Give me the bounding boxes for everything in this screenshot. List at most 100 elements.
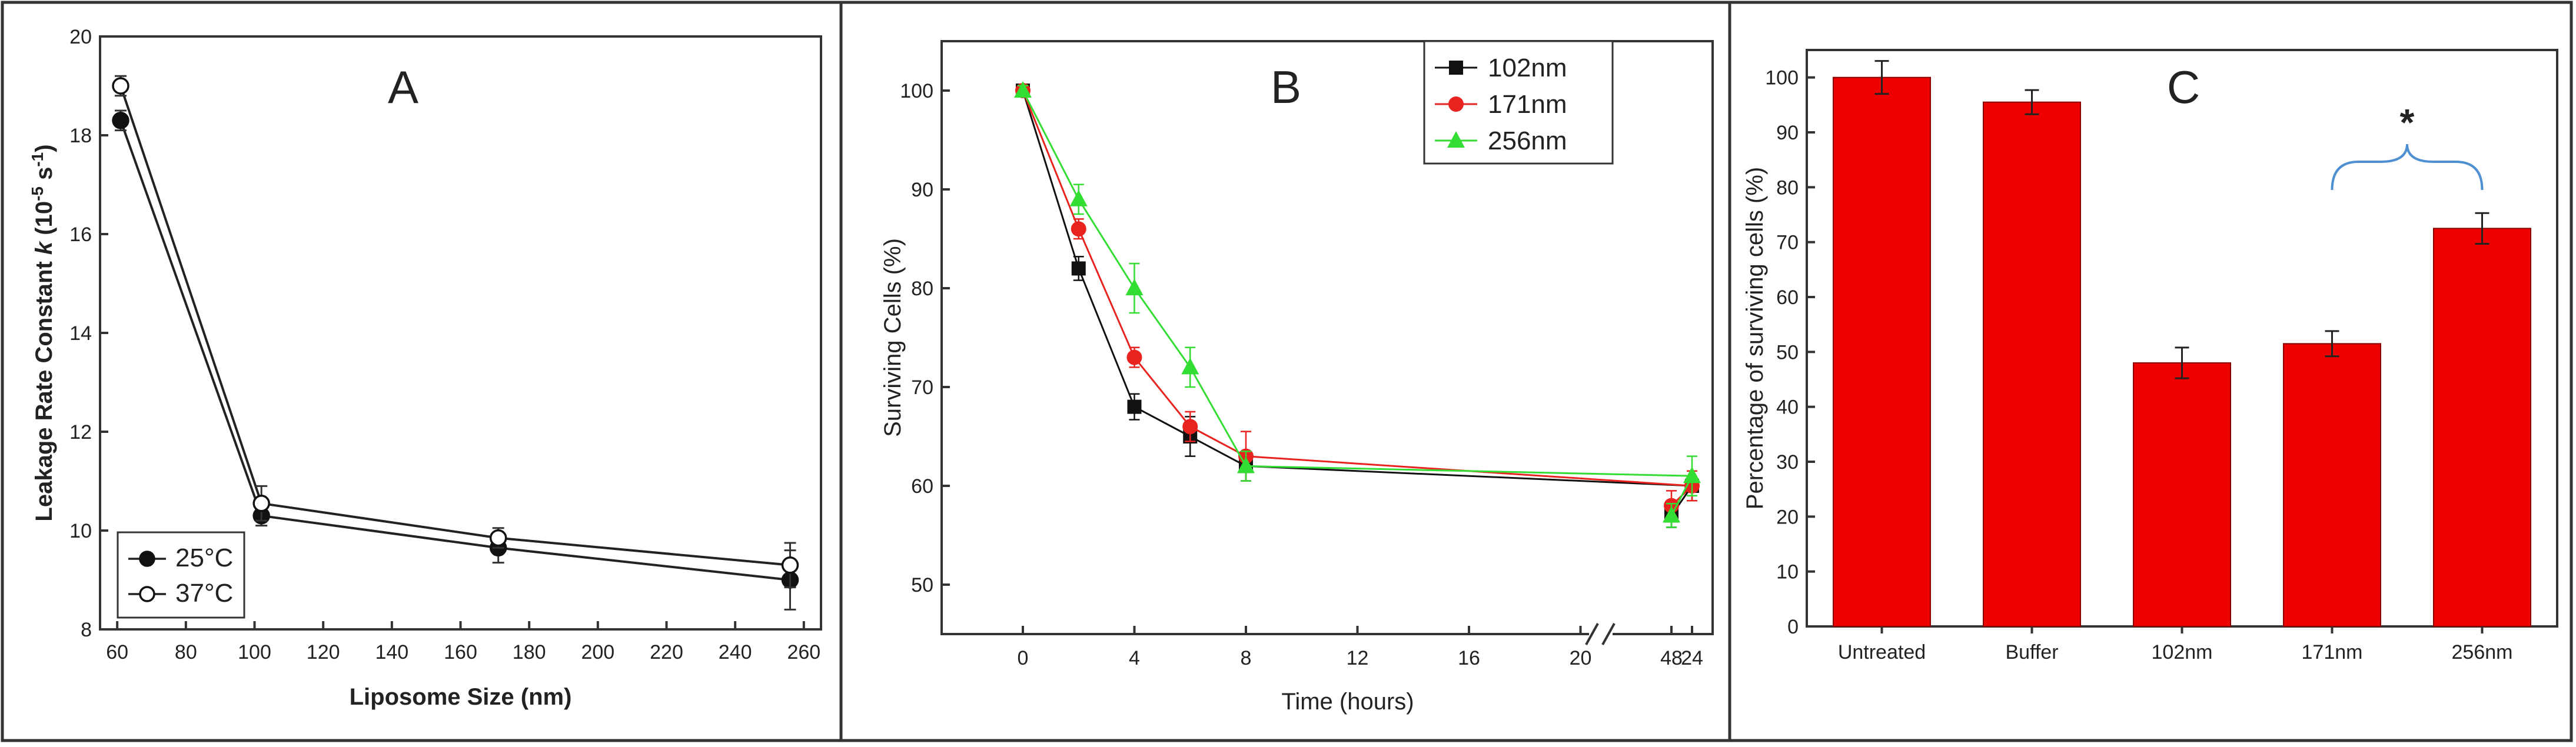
panel-b-x-tick-label: 8 bbox=[1241, 647, 1252, 669]
panel-a-x-tick-label: 120 bbox=[307, 641, 340, 663]
panel-a-marker bbox=[489, 529, 507, 547]
panel-c-y-axis-title: Percentage of surviving cells (%) bbox=[1742, 167, 1768, 509]
panel-b-x-tick-label: 20 bbox=[1570, 647, 1592, 669]
panel-b-marker-circle bbox=[1126, 349, 1142, 365]
panel-c-y-tick-label: 70 bbox=[1776, 232, 1799, 254]
panel-b-marker-triangle bbox=[1683, 466, 1701, 483]
panel-a-y-title-mid: s bbox=[31, 167, 57, 186]
panel-a-marker bbox=[781, 556, 799, 574]
panel-c-significance-asterisk: * bbox=[2400, 101, 2415, 144]
panel-b-x-tick-label: 0 bbox=[1018, 647, 1029, 669]
panel-a-x-tick-label: 160 bbox=[444, 641, 477, 663]
panel-a-y-tick-label: 10 bbox=[69, 520, 92, 542]
panel-b-y-axis-title: Surviving Cells (%) bbox=[880, 238, 906, 437]
panel-a-x-axis-title: Liposome Size (nm) bbox=[350, 684, 572, 710]
panel-a-x-tick-label: 100 bbox=[238, 641, 271, 663]
panel-c-bar bbox=[1833, 76, 1931, 627]
panel-b-marker-triangle bbox=[1181, 358, 1199, 375]
panel-b-marker-square bbox=[1071, 261, 1086, 276]
panel-c-bar bbox=[2133, 362, 2231, 627]
panel-b-x-axis-title: Time (hours) bbox=[1281, 689, 1414, 715]
panel-c-y-tick-label: 40 bbox=[1776, 396, 1799, 419]
panel-a-legend-marker bbox=[139, 586, 155, 602]
panel-c-bar bbox=[2283, 343, 2381, 627]
panel-c-y-tick-label: 50 bbox=[1776, 341, 1799, 364]
panel-b-axis-break-mark bbox=[1585, 623, 1599, 645]
panel-a-y-title-units: (10 bbox=[31, 201, 57, 242]
panel-a-x-tick-label: 140 bbox=[375, 641, 408, 663]
panel-b-marker-triangle bbox=[1125, 279, 1144, 295]
panel-b-y-tick-label: 50 bbox=[911, 574, 933, 596]
panel-a-x-tick-label: 60 bbox=[106, 641, 128, 663]
panel-b-marker-triangle bbox=[1237, 456, 1255, 473]
panel-b-marker-square bbox=[1449, 61, 1463, 75]
panel-b-marker-triangle bbox=[1663, 506, 1680, 523]
panel-a-x-tick-label: 80 bbox=[175, 641, 197, 663]
panel-c-y-tick-label: 10 bbox=[1776, 561, 1799, 583]
panel-a-x-tick-label: 220 bbox=[650, 641, 683, 663]
panel-c-y-tick-label: 90 bbox=[1776, 122, 1799, 144]
panel-a-marker bbox=[112, 112, 129, 129]
panel-b-x-tick-label: 16 bbox=[1458, 647, 1480, 669]
panel-a-y-tick-label: 16 bbox=[69, 224, 92, 246]
panel-c-x-tick-label: 171nm bbox=[2302, 641, 2363, 663]
panel-b-plot-frame bbox=[940, 40, 1714, 635]
panel-a-legend-label: 37°C bbox=[175, 579, 233, 608]
panel-b-y-tick-label: 70 bbox=[911, 376, 933, 399]
panel-b-x-tick-label: 48 bbox=[1660, 647, 1683, 669]
panel-a-series-line bbox=[119, 85, 790, 566]
panel-a-y-tick-label: 18 bbox=[69, 125, 92, 147]
panel-a-series-line bbox=[119, 120, 790, 581]
panel-b-legend-label: 171nm bbox=[1488, 90, 1567, 119]
panel-a-marker bbox=[112, 77, 129, 95]
panel-b-marker-triangle bbox=[1014, 81, 1032, 98]
panel-c-x-tick-label: Untreated bbox=[1838, 641, 1926, 663]
panel-a-legend-label: 25°C bbox=[175, 543, 233, 572]
panel-c-bar bbox=[2433, 228, 2531, 628]
panel-a-x-tick-label: 260 bbox=[787, 641, 820, 663]
panel-a-y-axis-title: Leakage Rate Constant k (10-5 s-1) bbox=[28, 144, 58, 521]
panel-b-marker-circle bbox=[1448, 96, 1464, 112]
panel-a-letter: A bbox=[388, 61, 418, 113]
panel-c-y-tick-label: 20 bbox=[1776, 506, 1799, 528]
panel-c-y-tick-label: 0 bbox=[1787, 616, 1799, 638]
panel-b-marker-square bbox=[1127, 399, 1142, 414]
panel-a-legend-marker bbox=[139, 551, 155, 567]
panel-c-x-tick-label: 256nm bbox=[2452, 641, 2513, 663]
panel-c-y-tick-label: 100 bbox=[1765, 67, 1799, 89]
panel-a-x-tick-label: 200 bbox=[581, 641, 614, 663]
panel-b-x-tick-label: 4 bbox=[1129, 647, 1140, 669]
panel-a-y-tick-label: 12 bbox=[69, 421, 92, 443]
panel-c-y-tick-label: 60 bbox=[1776, 286, 1799, 309]
panel-c-bar bbox=[1983, 101, 2081, 627]
panel-b-marker-triangle bbox=[1447, 131, 1465, 148]
panel-b-y-tick-label: 100 bbox=[900, 80, 933, 102]
panel-c-chart: 0 10 20 30 40 50 60 70 80 90 100 Percentage of surv… bbox=[1742, 49, 2558, 663]
panel-a-y-title-prefix: Leakage Rate Constant bbox=[31, 255, 57, 521]
panel-b-y-tick-label: 90 bbox=[911, 179, 933, 201]
panel-c-x-tick-label: Buffer bbox=[2005, 641, 2058, 663]
panel-c-letter: C bbox=[2167, 61, 2200, 113]
panel-b-axis-break-mark bbox=[1601, 623, 1616, 645]
panel-a-y-title-end: ) bbox=[31, 144, 57, 152]
panel-c-significance-bracket bbox=[2331, 144, 2484, 191]
panel-b-marker-circle bbox=[1182, 419, 1198, 435]
panel-b-x-tick-label: 12 bbox=[1347, 647, 1369, 669]
panel-a-y-tick-label: 14 bbox=[69, 322, 92, 345]
panel-c-y-tick-label: 30 bbox=[1776, 451, 1799, 473]
panel-a-y-title-sup2: -1 bbox=[28, 152, 46, 167]
panel-b-marker-circle bbox=[1071, 221, 1086, 237]
panel-b-letter: B bbox=[1271, 61, 1301, 113]
panel-c-y-tick-label: 80 bbox=[1776, 176, 1799, 199]
panel-b-y-tick-label: 60 bbox=[911, 475, 933, 498]
panel-a-legend-box bbox=[117, 531, 245, 619]
panel-b-marker-triangle bbox=[1069, 189, 1088, 206]
panel-a-x-tick-label: 240 bbox=[719, 641, 752, 663]
panel-b-legend-label: 256nm bbox=[1488, 126, 1567, 155]
panel-a-y-tick-label: 8 bbox=[81, 619, 92, 641]
panel-a-chart: 60 80 100 120 140 160 180 200 220 240 260 8 10 12 14 16… bbox=[28, 26, 822, 710]
panel-a-x-tick-label: 180 bbox=[513, 641, 546, 663]
panel-c-x-tick-label: 102nm bbox=[2152, 641, 2213, 663]
